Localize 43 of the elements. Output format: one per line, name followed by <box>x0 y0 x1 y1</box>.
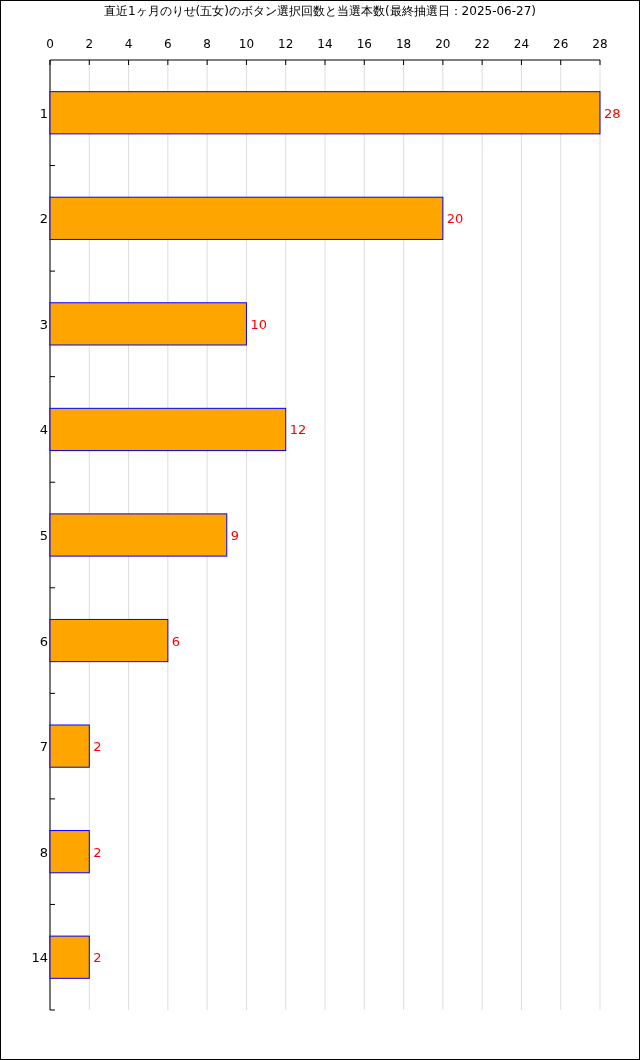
y-tick-label: 3 <box>39 316 48 332</box>
x-tick-label: 2 <box>85 37 94 51</box>
y-tick-label: 14 <box>31 950 48 966</box>
y-tick-label: 1 <box>39 105 48 121</box>
bar <box>49 302 247 346</box>
data-label: 9 <box>230 528 240 543</box>
x-tick-label: 12 <box>278 37 294 51</box>
x-tick-label: 26 <box>553 37 569 51</box>
bar <box>49 196 444 240</box>
bar <box>49 724 90 768</box>
x-tick-label: 6 <box>164 37 172 51</box>
data-label: 2 <box>93 844 102 860</box>
x-tick-label: 16 <box>356 37 372 51</box>
x-tick-label: 18 <box>395 37 412 51</box>
x-tick-label: 0 <box>46 37 54 51</box>
y-tick-label: 6 <box>39 633 48 649</box>
y-tick-label: 7 <box>39 739 48 755</box>
bar <box>49 935 90 979</box>
bar <box>49 513 228 557</box>
x-tick-label: 20 <box>435 37 451 51</box>
bar <box>49 830 90 874</box>
chart-title: 直近1ヶ月のりせ(五女)のボタン選択回数と当選本数(最終抽選日：2025-06-27) <box>103 4 537 18</box>
x-tick-label: 8 <box>203 37 211 51</box>
data-label: 20 <box>446 211 464 227</box>
y-tick-label: 5 <box>39 528 48 543</box>
x-tick-label: 4 <box>124 37 133 51</box>
y-tick-label: 8 <box>39 844 48 860</box>
x-tick-label: 24 <box>513 37 530 51</box>
x-tick-label: 14 <box>317 37 333 51</box>
data-label: 2 <box>93 950 102 966</box>
data-label: 28 <box>604 105 621 121</box>
x-tick-label: 10 <box>238 37 255 51</box>
bar <box>49 618 169 663</box>
bar <box>49 91 601 135</box>
y-tick-label: 4 <box>39 422 48 438</box>
bar <box>49 407 287 452</box>
data-label: 10 <box>250 316 267 332</box>
x-tick-label: 22 <box>474 37 490 51</box>
data-label: 12 <box>289 422 307 438</box>
data-label: 6 <box>171 633 181 649</box>
y-tick-label: 2 <box>39 211 48 227</box>
x-tick-label: 28 <box>592 37 608 51</box>
data-label: 2 <box>93 739 102 755</box>
